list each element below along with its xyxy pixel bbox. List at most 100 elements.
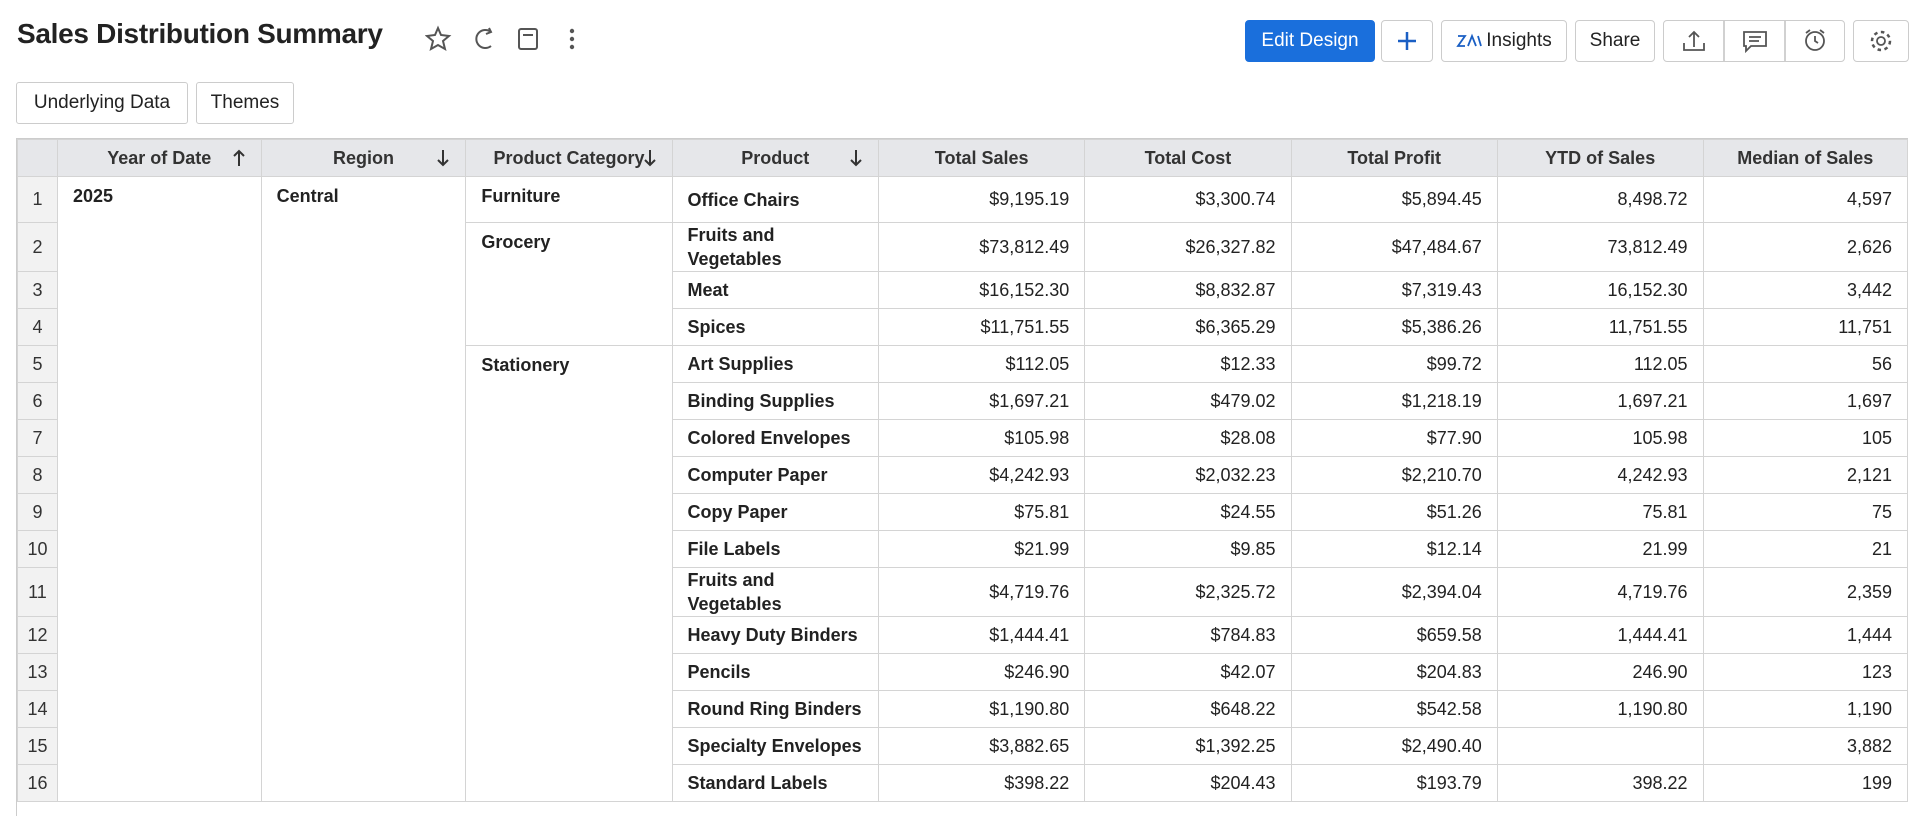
sort-icon[interactable] bbox=[437, 149, 450, 167]
value-cell: $2,394.04 bbox=[1290, 567, 1498, 617]
insights-label: Insights bbox=[1486, 30, 1552, 51]
column-header[interactable]: Year of Date bbox=[56, 139, 262, 177]
value-cell: 105 bbox=[1702, 419, 1908, 457]
value-cell: 1,697.21 bbox=[1496, 382, 1704, 420]
sort-icon[interactable] bbox=[850, 149, 862, 167]
value-cell: 1,444.41 bbox=[1496, 616, 1704, 654]
table-row: 2 Grocery Fruits and Vegetables $73,812.49 $… bbox=[17, 222, 1908, 346]
value-cell: $1,392.25 bbox=[1084, 727, 1292, 765]
value-cell: 4,242.93 bbox=[1496, 456, 1704, 494]
product-cell: Art Supplies bbox=[671, 345, 880, 383]
row-number: 15 bbox=[17, 727, 58, 765]
export-icon[interactable] bbox=[1683, 30, 1705, 51]
column-header: Total Cost bbox=[1084, 139, 1292, 177]
category-cell: Furniture bbox=[465, 176, 673, 223]
column-header: YTD of Sales bbox=[1496, 139, 1704, 177]
save-icon[interactable] bbox=[518, 28, 538, 50]
table-row: 3 Meat $16,152.30 $8,832.87 $7,319.43 16,152.… bbox=[17, 271, 1908, 309]
value-cell: $2,490.40 bbox=[1290, 727, 1498, 765]
value-cell: $659.58 bbox=[1290, 616, 1498, 654]
value-cell: $99.72 bbox=[1290, 345, 1498, 383]
value-cell: 112.05 bbox=[1496, 345, 1704, 383]
alarm-icon-detail bbox=[1805, 29, 1825, 44]
row-number: 4 bbox=[17, 308, 58, 346]
row-number: 8 bbox=[17, 456, 58, 494]
value-cell: $1,218.19 bbox=[1290, 382, 1498, 420]
product-cell: Pencils bbox=[671, 653, 880, 691]
action-icons bbox=[1683, 21, 1825, 61]
value-cell: 73,812.49 bbox=[1496, 222, 1704, 272]
value-cell: $75.81 bbox=[878, 493, 1086, 531]
product-name: Art Supplies bbox=[687, 354, 794, 374]
value-cell: $7,319.43 bbox=[1290, 271, 1498, 309]
value-cell: 246.90 bbox=[1496, 653, 1704, 691]
value-cell: $648.22 bbox=[1084, 690, 1292, 728]
alarm-icon[interactable] bbox=[1805, 31, 1825, 51]
region-cell: Central bbox=[260, 176, 467, 802]
value-cell: $2,032.23 bbox=[1084, 456, 1292, 494]
value-cell: $16,152.30 bbox=[878, 271, 1086, 309]
tab-themes[interactable]: Themes bbox=[196, 82, 294, 124]
product-name: Spices bbox=[687, 317, 746, 337]
value-cell: $42.07 bbox=[1084, 653, 1292, 691]
product-name: Fruits and Vegetables bbox=[687, 225, 782, 269]
product-name: File Labels bbox=[687, 539, 781, 559]
product-cell: Office Chairs bbox=[671, 176, 880, 223]
column-header-label: Median of Sales bbox=[1737, 147, 1874, 168]
row-number: 6 bbox=[17, 382, 58, 420]
value-cell: $246.90 bbox=[878, 653, 1086, 691]
value-cell: $12.14 bbox=[1290, 530, 1498, 568]
value-cell: $112.05 bbox=[878, 345, 1086, 383]
category-cell: Grocery bbox=[465, 222, 673, 346]
value-cell: $4,719.76 bbox=[878, 567, 1086, 617]
product-name: Binding Supplies bbox=[687, 391, 835, 411]
product-cell: Fruits and Vegetables bbox=[671, 567, 880, 617]
column-header-label: YTD of Sales bbox=[1545, 147, 1656, 168]
favorite-icon[interactable] bbox=[425, 25, 452, 52]
product-name: Office Chairs bbox=[687, 189, 800, 210]
column-header[interactable]: Region bbox=[260, 139, 467, 177]
row-number: 9 bbox=[17, 493, 58, 531]
settings-button[interactable] bbox=[1853, 20, 1909, 62]
row-number: 7 bbox=[17, 419, 58, 457]
sort-icon[interactable] bbox=[643, 149, 656, 167]
value-cell: $26,327.82 bbox=[1084, 222, 1292, 272]
value-cell: $2,325.72 bbox=[1084, 567, 1292, 617]
product-cell: Binding Supplies bbox=[671, 382, 880, 420]
category-cell: Stationery bbox=[465, 345, 673, 802]
column-header[interactable]: Product Category bbox=[465, 139, 673, 177]
value-cell: $204.43 bbox=[1084, 764, 1292, 802]
table-row: 15 Specialty Envelopes $3,882.65 $1,392.25 $… bbox=[17, 727, 1908, 765]
row-number: 2 bbox=[17, 222, 58, 272]
insights-icon bbox=[1456, 33, 1483, 47]
row-number: 11 bbox=[17, 567, 58, 617]
column-header: Median of Sales bbox=[1702, 139, 1908, 177]
pivot-table: Year of Date Region Product Category Produc… bbox=[17, 139, 1908, 802]
value-cell: $784.83 bbox=[1084, 616, 1292, 654]
table-row: 10 File Labels $21.99 $9.85 $12.14 21.99 21 bbox=[17, 530, 1908, 568]
share-button[interactable]: Share bbox=[1575, 20, 1655, 62]
tab-underlying-data[interactable]: Underlying Data bbox=[16, 82, 188, 124]
insights-button[interactable]: Insights bbox=[1441, 20, 1567, 62]
sort-icon[interactable] bbox=[232, 149, 245, 167]
comment-icon[interactable] bbox=[1743, 31, 1767, 54]
column-header[interactable]: Product bbox=[671, 139, 880, 177]
more-icon[interactable] bbox=[569, 28, 575, 50]
product-cell: Meat bbox=[671, 271, 880, 309]
value-cell: 21.99 bbox=[1496, 530, 1704, 568]
value-cell: $5,386.26 bbox=[1290, 308, 1498, 346]
value-cell: 398.22 bbox=[1496, 764, 1704, 802]
corner-cell bbox=[17, 139, 58, 177]
value-cell: 1,190.80 bbox=[1496, 690, 1704, 728]
row-number: 5 bbox=[17, 345, 58, 383]
value-cell: 8,498.72 bbox=[1496, 176, 1704, 223]
value-cell: $8,832.87 bbox=[1084, 271, 1292, 309]
add-button[interactable] bbox=[1381, 20, 1433, 62]
table-row: 9 Copy Paper $75.81 $24.55 $51.26 75.81 75 bbox=[17, 493, 1908, 531]
value-cell: 11,751.55 bbox=[1496, 308, 1704, 346]
refresh-icon[interactable] bbox=[475, 27, 493, 49]
edit-design-button[interactable]: Edit Design bbox=[1245, 20, 1375, 62]
product-name: Specialty Envelopes bbox=[687, 736, 862, 756]
value-cell: 2,121 bbox=[1702, 456, 1908, 494]
